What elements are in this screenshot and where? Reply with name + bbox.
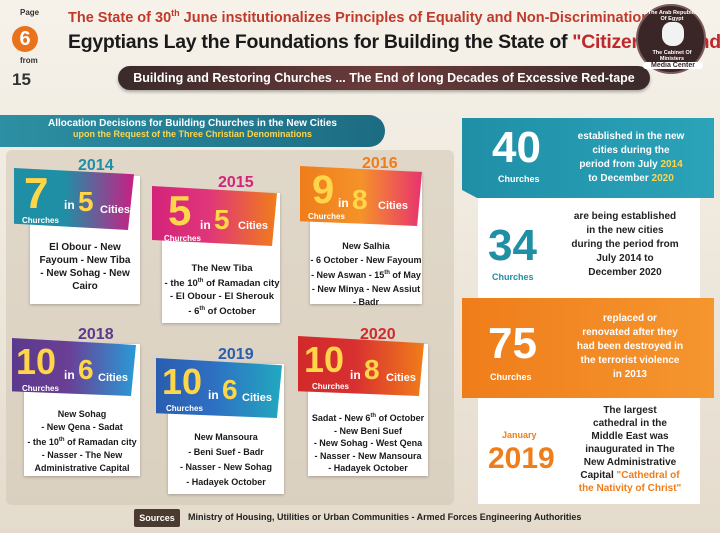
cities-count-2019: 6 [222,374,238,405]
cities-list-2018: New Sohag - New Qena - Sadat - the 10th … [27,409,137,473]
cities-count-2018: 6 [78,354,94,385]
year-2016: 2016 [362,155,398,172]
flag-2019: 10 Churches in 6 Cities [156,358,282,418]
subtitle: The State of 30th June institutionalizes… [68,8,651,26]
sources-label: Sources [134,509,180,527]
year-2018: 2018 [78,326,114,343]
churches-label-2018: Churches [22,384,59,393]
stat-75-number: 75 [488,319,537,368]
page-total: 15 [12,70,31,89]
cities-count-2016: 8 [352,184,368,215]
in-label-2015: in [200,218,211,232]
stat-40-number: 40 [492,123,541,172]
year-2020: 2020 [360,326,396,343]
headline-banner: Building and Restoring Churches ... The … [118,66,650,90]
year-2019: 2019 [218,346,254,363]
flag-2018: 10 Churches in 6 Cities [12,338,136,396]
from-label: from [20,56,38,65]
cathedral-month: January [502,430,537,440]
cities-label-2018: Cities [98,372,128,384]
churches-count-2015: 5 [168,187,192,234]
churches-count-2014: 7 [24,169,49,218]
cities-label-2020: Cities [386,372,416,384]
cathedral-year: 2019 [488,442,555,475]
in-label-2020: in [350,368,361,382]
in-label-2018: in [64,368,75,382]
cathedral-text: The largest cathedral in the Middle East w… [578,405,682,494]
flag-2015: 5 Churches in 5 Cities [152,186,277,246]
cities-list-2014: El Obour - New Fayoum - New Tiba - New Soh… [39,242,131,292]
allocation-header: Allocation Decisions for Building Church… [0,115,385,147]
flag-2016: 9 Churches in 8 Cities [300,166,422,226]
churches-label-2020: Churches [312,382,349,391]
in-label-2014: in [64,198,75,212]
seal-middle-text: The Cabinet Of Ministers [652,50,692,62]
eagle-icon [662,22,684,46]
cities-list-2020: Sadat - New 6th of October - New Beni Su… [311,413,425,473]
in-label-2016: in [338,196,349,210]
page-label: Page [20,8,40,17]
stat-40-box: 40 Churches established in the new cities… [462,118,714,198]
stat-34-number: 34 [488,221,537,270]
seal-top-text: The Arab Republic Of Egypt [647,10,697,22]
flag-2014: 7 Churches in 5 Cities [14,168,134,230]
churches-label-2014: Churches [22,216,59,225]
churches-count-2016: 9 [312,168,335,212]
churches-count-2018: 10 [16,341,57,382]
churches-label-2015: Churches [164,234,201,243]
cities-label-2019: Cities [242,392,272,404]
stat-40-text: established in the new cities during the … [577,131,685,184]
allocation-title: Allocation Decisions for Building Church… [48,118,337,129]
seal-bottom-text: Media Center [643,62,703,69]
year-2014: 2014 [78,157,114,174]
allocation-subtitle: upon the Request of the Three Christian … [72,129,312,139]
sources-text: Ministry of Housing, Utilities or Urban … [188,512,582,522]
cities-count-2014: 5 [78,186,94,217]
flag-2020: 10 Churches in 8 Cities [298,336,424,396]
year-2015: 2015 [218,174,254,191]
cities-list-2016: New Salhia - 6 October - New Fayoum - Ne… [310,241,422,307]
cities-list-2015: The New Tiba - the 10th of Ramadan city … [164,263,280,318]
cities-label-2016: Cities [378,200,408,212]
page-title: Egyptians Lay the Foundations for Buildi… [68,31,720,53]
cabinet-seal: The Arab Republic Of Egypt The Cabinet O… [636,4,706,74]
churches-count-2020: 10 [304,339,345,380]
churches-label-2019: Churches [166,404,203,413]
stat-34-label: Churches [492,272,534,282]
churches-label-2016: Churches [308,212,345,221]
stat-34-text: are being established in the new cities du… [571,211,679,278]
stat-75-box: 75 Churches replaced or renovated after t… [462,298,714,398]
stat-75-label: Churches [490,372,532,382]
churches-count-2019: 10 [162,361,203,402]
page-number-badge: 6 [12,26,38,52]
cities-count-2015: 5 [214,204,230,235]
cities-count-2020: 8 [364,354,380,385]
cities-list-2019: New Mansoura - Beni Suef - Badr - Nasser… [179,432,273,487]
stat-40-label: Churches [498,174,540,184]
stat-75-text: replaced or renovated after they had been … [576,313,684,380]
cities-label-2015: Cities [238,220,268,232]
cathedral-box: January 2019 The largest cathedral in the… [478,398,700,504]
in-label-2019: in [208,388,219,402]
cities-label-2014: Cities [100,204,130,216]
stat-34-box: 34 Churches are being established in the … [478,198,700,298]
